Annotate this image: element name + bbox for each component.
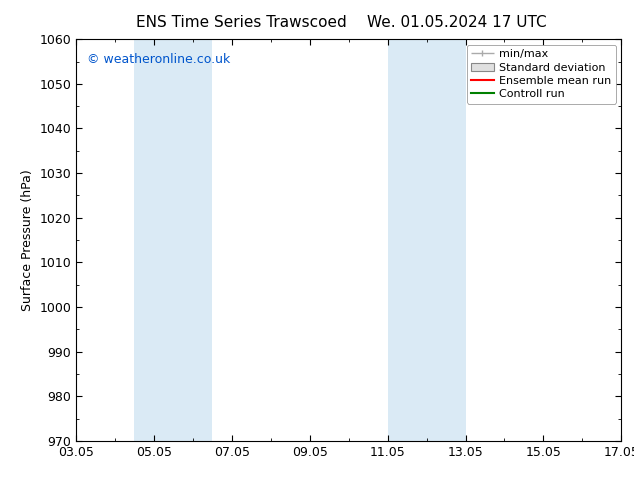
Y-axis label: Surface Pressure (hPa): Surface Pressure (hPa) [21, 169, 34, 311]
Text: © weatheronline.co.uk: © weatheronline.co.uk [87, 53, 230, 66]
Text: We. 01.05.2024 17 UTC: We. 01.05.2024 17 UTC [366, 15, 547, 30]
Legend: min/max, Standard deviation, Ensemble mean run, Controll run: min/max, Standard deviation, Ensemble me… [467, 45, 616, 104]
Text: ENS Time Series Trawscoed: ENS Time Series Trawscoed [136, 15, 346, 30]
Bar [387, 39, 465, 441]
Bar [134, 39, 212, 441]
